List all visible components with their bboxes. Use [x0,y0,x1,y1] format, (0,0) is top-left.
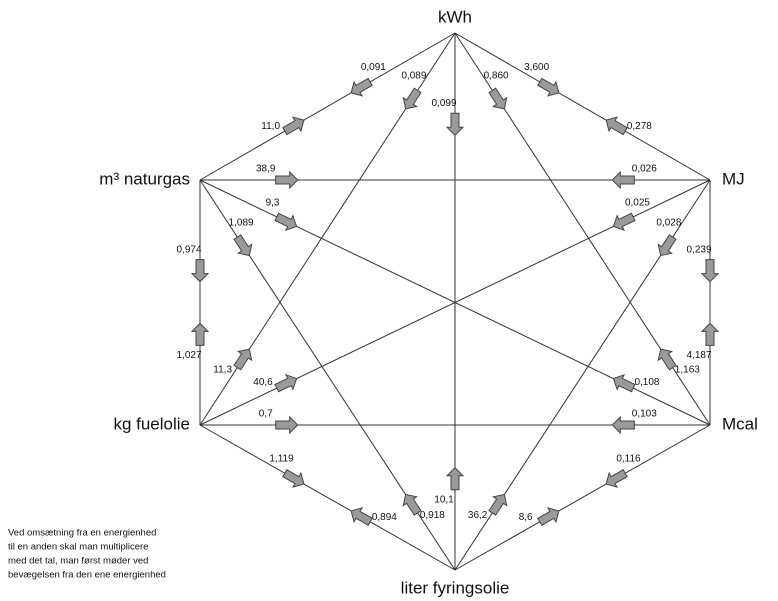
factor-label: 36,2 [468,510,488,521]
arrow [282,116,305,136]
arrow [190,259,210,283]
note-line: bevægelsen fra den ene energienhed [8,570,166,581]
factor-label: 0,239 [686,244,711,255]
edge [199,32,456,181]
factor-label: 0,025 [625,197,650,208]
factor-label: 0,103 [632,409,657,420]
factor-label: 0,278 [627,121,652,132]
node-label: liter fyringsolie [401,578,510,597]
factor-label: 1,163 [675,365,700,376]
factor-label: 1,089 [229,217,254,228]
arrow [611,170,635,190]
factor-label: 0,894 [372,512,397,523]
node-label: kWh [438,7,472,26]
factor-label: 38,9 [256,164,276,175]
arrow [402,87,422,110]
arrow [605,116,628,136]
arrow [612,373,636,393]
arrow [537,507,560,526]
node-label: Mcal [722,414,758,433]
factor-label: 10,1 [434,494,454,505]
note-line: til en anden skal man multiplicere [8,542,148,553]
arrow [700,259,720,283]
factor-label: 8,6 [519,512,533,523]
factor-label: 0,7 [259,409,273,420]
arrow [537,77,560,97]
factor-label: 0,918 [420,510,445,521]
factor-label: 1,119 [269,453,294,464]
arrow [275,415,299,435]
arrow [488,493,508,516]
factor-label: 9,3 [266,197,280,208]
arrow [657,234,677,257]
factor-label: 11,3 [213,365,232,376]
node-label: MJ [722,169,745,188]
note-line: Ved omsætning fra en energienhed [8,528,156,539]
factor-label: 0,860 [484,71,509,82]
factor-label: 40,6 [253,377,273,388]
factor-label: 0,089 [401,71,426,82]
arrow [445,112,465,136]
arrow [282,469,305,488]
factor-label: 11,0 [261,121,280,132]
factor-label: 0,974 [176,244,201,255]
arrow [488,87,508,110]
factor-label: 0,108 [634,377,659,388]
arrow [445,467,465,491]
factor-label: 0,091 [361,62,386,73]
arrow [350,507,373,526]
factor-label: 0,028 [656,217,681,228]
factor-label: 1,027 [176,350,201,361]
arrow [657,348,677,371]
edge [199,424,456,571]
factor-label: 3,600 [524,62,549,73]
arrow [402,493,422,516]
factor-label: 0,116 [616,453,641,464]
arrow [190,322,210,346]
arrow [233,234,253,257]
arrow [700,322,720,346]
factor-label: 0,099 [431,98,456,109]
edge [454,424,711,571]
node-label: kg fuelolie [113,414,190,433]
arrow [350,77,373,97]
arrow [275,170,299,190]
arrow [605,469,628,488]
arrow [233,348,253,371]
node-label: m³ naturgas [99,169,190,188]
arrow [612,212,636,232]
note-line: med det tal, man først møder ved [8,556,148,567]
arrow [611,415,635,435]
arrow [274,373,298,393]
arrow [274,212,298,232]
edge [454,32,711,181]
factor-label: 4,187 [686,350,711,361]
factor-label: 0,026 [632,164,657,175]
